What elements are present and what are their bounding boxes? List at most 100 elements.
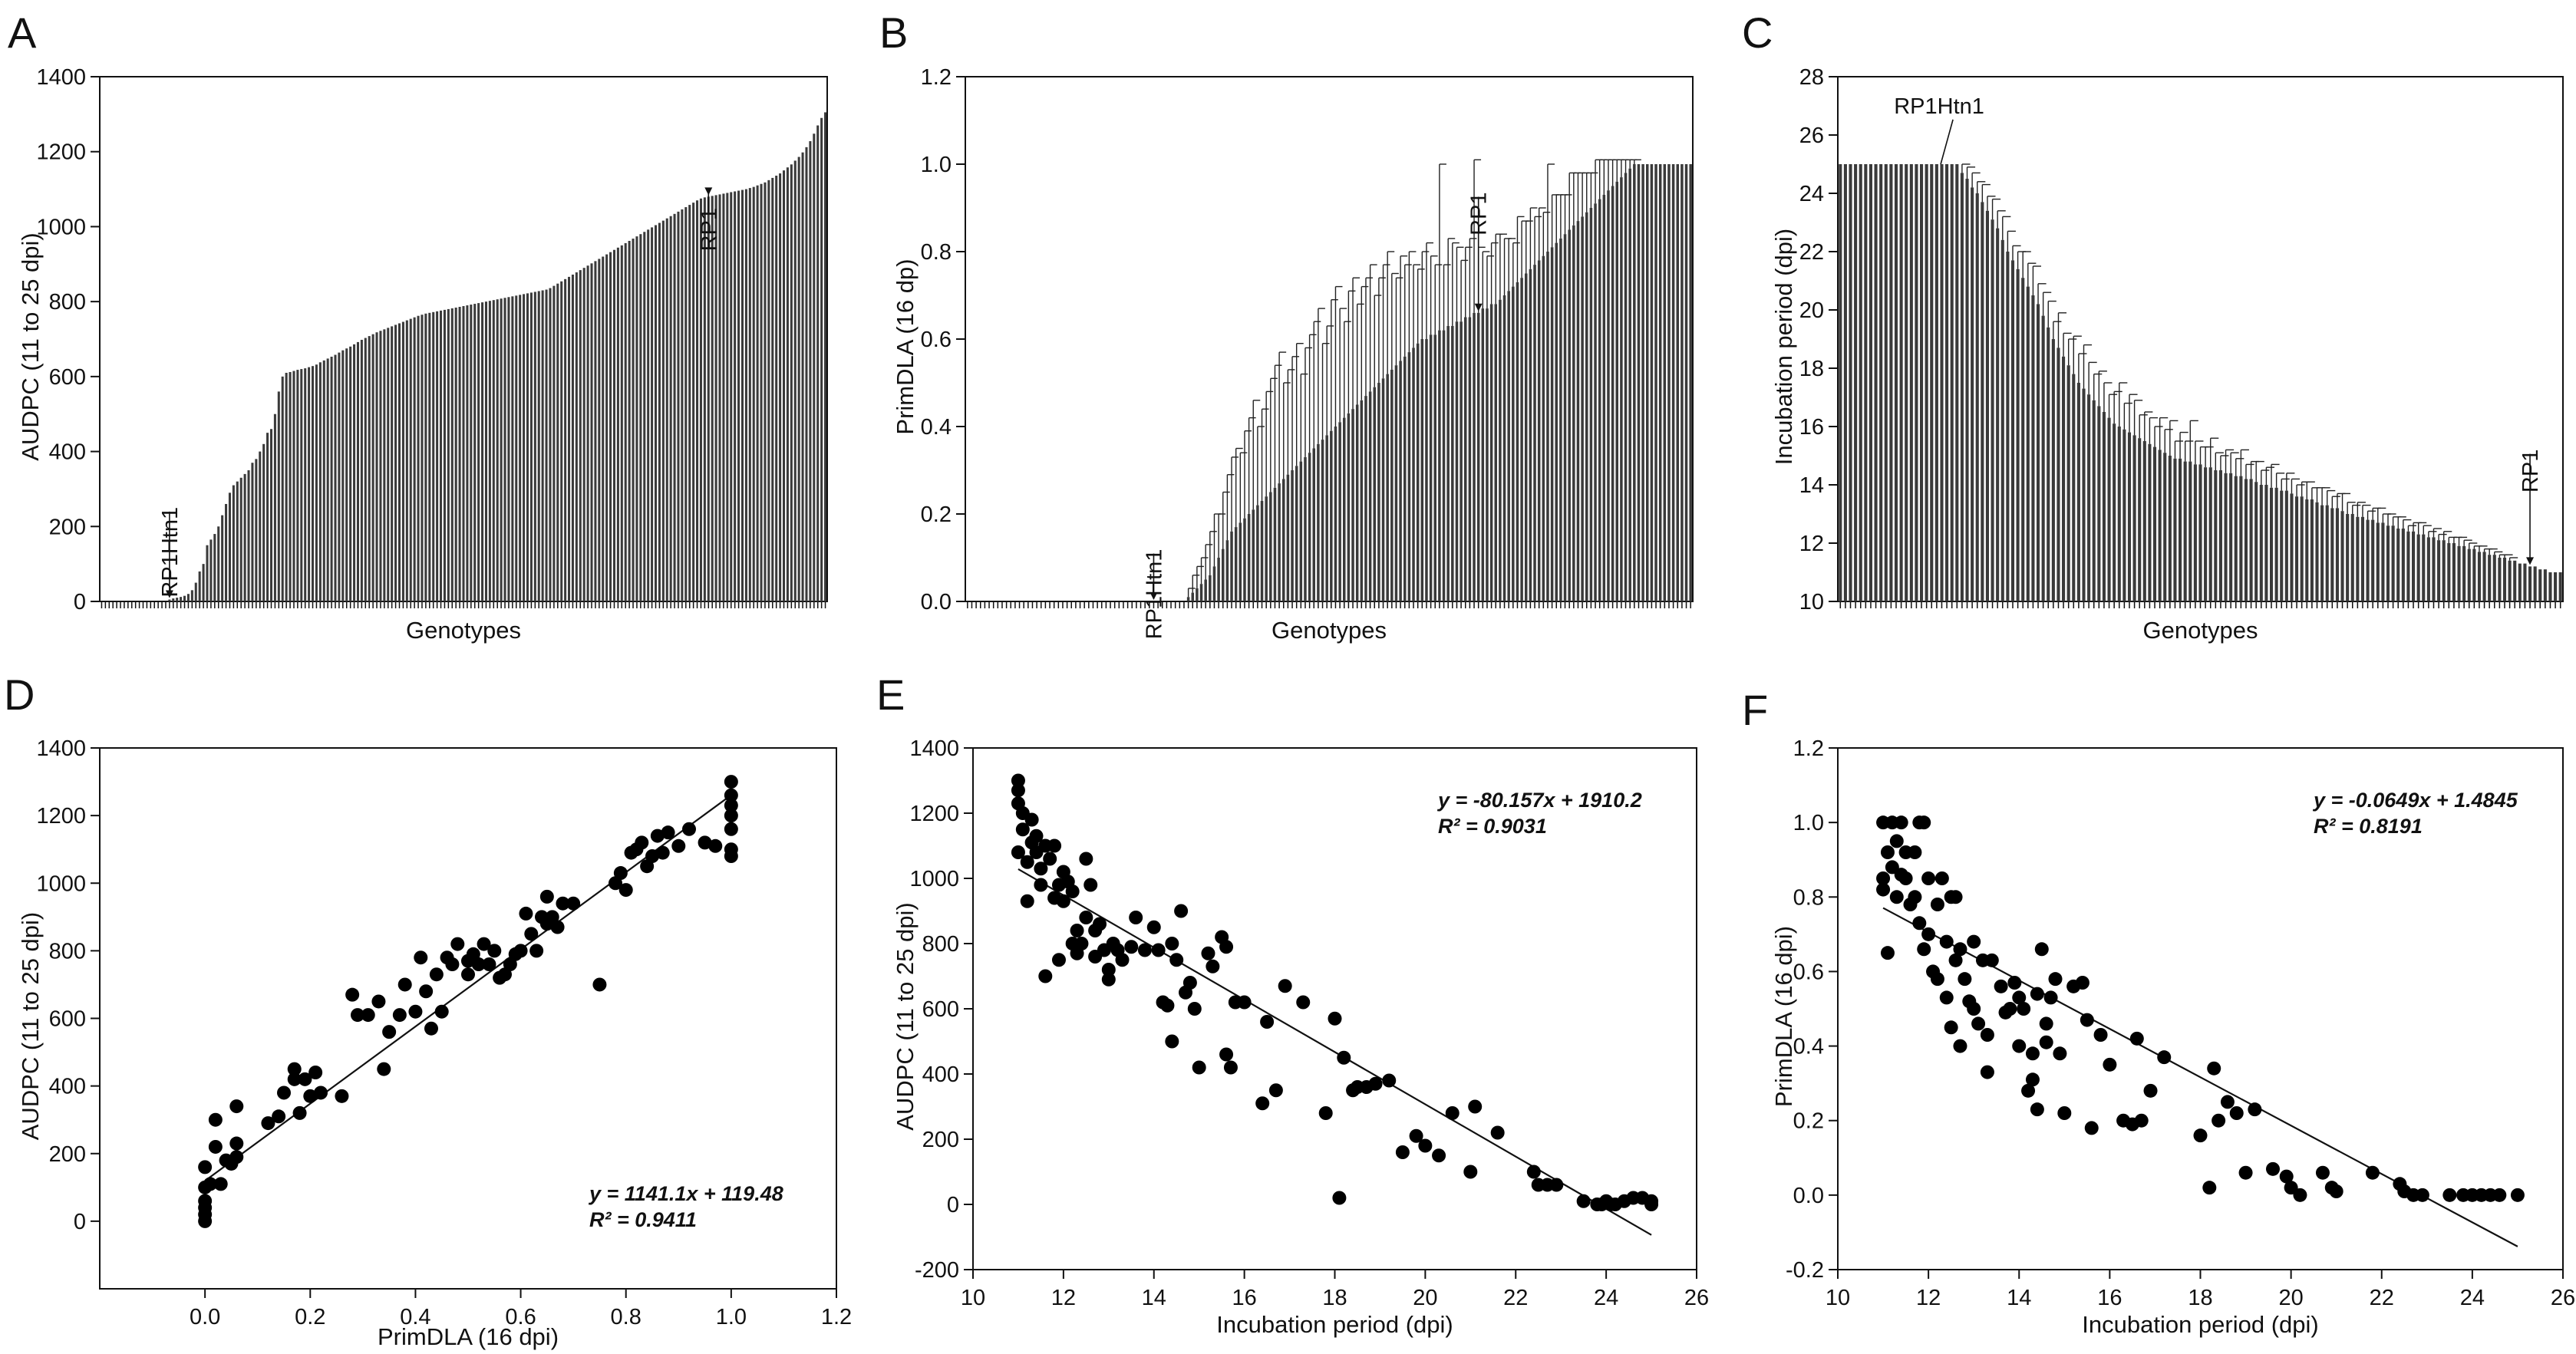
bar — [1269, 492, 1272, 601]
bar — [1199, 584, 1203, 601]
bar — [1581, 216, 1584, 601]
bar — [417, 315, 420, 601]
bar — [628, 240, 631, 601]
bar — [1624, 173, 1628, 601]
bar — [1633, 164, 1636, 601]
bar — [582, 268, 585, 601]
data-point — [1917, 942, 1931, 957]
bar — [1550, 247, 1554, 601]
data-point — [1463, 1165, 1478, 1179]
data-point — [1382, 1073, 1397, 1088]
bar — [2376, 522, 2380, 601]
bar — [2482, 552, 2486, 601]
data-point — [2012, 990, 2027, 1005]
data-point — [618, 883, 633, 898]
bar — [2295, 496, 2299, 601]
bar — [1304, 456, 1307, 601]
bar — [1217, 558, 1220, 601]
data-point — [519, 906, 533, 921]
data-point — [1948, 953, 1963, 967]
bar — [1663, 164, 1667, 601]
bar — [1559, 238, 1562, 601]
bar — [436, 311, 439, 601]
bar — [1681, 164, 1684, 601]
bar — [481, 302, 484, 601]
bar — [492, 300, 495, 601]
bar — [2513, 560, 2517, 601]
data-point — [724, 842, 738, 857]
bar — [2412, 531, 2416, 601]
bar — [375, 332, 378, 601]
bar — [2188, 461, 2192, 601]
bar — [797, 156, 800, 601]
data-point — [1948, 890, 1963, 904]
bar — [172, 598, 175, 601]
data-point — [545, 910, 559, 924]
bar — [409, 318, 412, 601]
bar — [756, 185, 759, 601]
bar — [190, 590, 193, 601]
data-point — [229, 1150, 244, 1165]
regression-annotation: y = 1141.1x + 119.48 R² = 0.9411 — [588, 1182, 783, 1231]
bar — [458, 306, 461, 601]
bar — [1934, 164, 1938, 601]
bar — [2488, 555, 2492, 601]
bar — [2092, 400, 2096, 601]
data-point — [1967, 934, 1981, 949]
bar — [734, 191, 737, 601]
bar — [1433, 334, 1436, 601]
bar — [2528, 566, 2532, 601]
y-tick-label: 800 — [49, 290, 86, 315]
data-point — [335, 1089, 349, 1103]
bar — [1464, 317, 1467, 601]
bar — [696, 200, 699, 601]
bar — [371, 334, 374, 601]
bar — [300, 369, 303, 601]
data-point — [503, 957, 517, 971]
x-tick-label: 0.8 — [611, 1305, 642, 1329]
y-tick-label: 600 — [922, 997, 959, 1022]
bar — [1965, 179, 1969, 601]
bar — [2269, 487, 2274, 601]
x-axis-label: PrimDLA (16 dpi) — [378, 1323, 559, 1350]
panel-letter: D — [4, 670, 35, 719]
data-point — [1038, 969, 1053, 983]
bar — [782, 170, 786, 602]
bar — [379, 331, 382, 601]
bar — [2193, 464, 2197, 601]
bar — [2168, 456, 2172, 601]
bar — [552, 285, 556, 601]
bar — [1481, 308, 1485, 601]
bar — [2492, 555, 2496, 601]
y-tick-label: 1200 — [36, 804, 86, 829]
bar — [1286, 474, 1290, 601]
bar — [1312, 448, 1315, 601]
bar — [752, 186, 755, 601]
bar — [730, 192, 733, 602]
bar — [779, 173, 782, 602]
data-point — [1223, 1060, 1238, 1075]
data-point — [655, 845, 670, 860]
y-tick-label: 0 — [947, 1193, 959, 1217]
data-point — [314, 1086, 328, 1100]
bar — [2244, 479, 2248, 601]
bar — [209, 539, 213, 601]
x-axis — [967, 601, 1691, 608]
bar — [2072, 374, 2076, 601]
data-point — [208, 1112, 223, 1127]
data-point — [1011, 773, 1025, 788]
data-point — [471, 957, 486, 971]
bar — [1273, 487, 1277, 601]
data-point — [303, 1089, 318, 1103]
y-tick-label: 18 — [1799, 357, 1824, 381]
bar — [1940, 164, 1944, 601]
data-point — [229, 1136, 244, 1151]
data-point — [2248, 1102, 2262, 1117]
bar — [428, 312, 431, 601]
bar — [1260, 500, 1264, 601]
y-tick-label: 0.2 — [1793, 1109, 1824, 1134]
data-point — [292, 1105, 307, 1120]
bar — [225, 503, 228, 601]
bar — [424, 313, 427, 601]
data-point — [2084, 1121, 2099, 1135]
